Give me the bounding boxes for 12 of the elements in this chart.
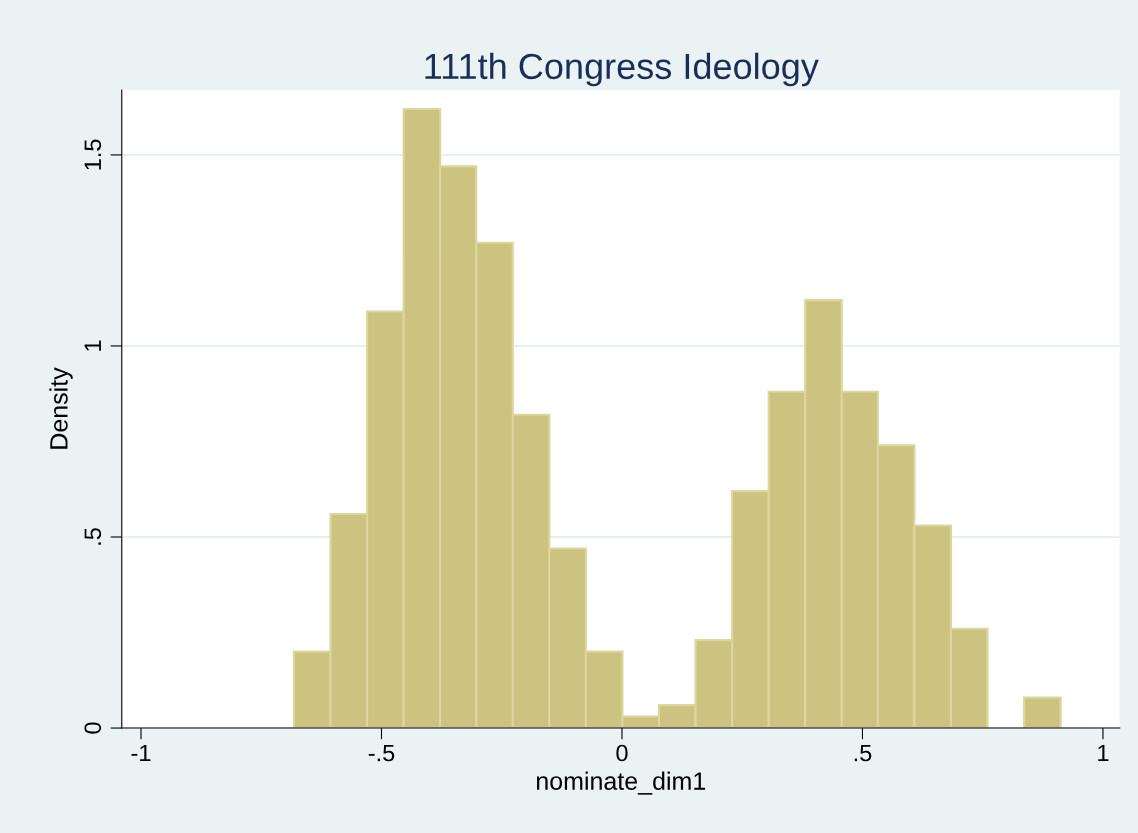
- x-tick-label: -.5: [368, 744, 395, 762]
- y-tick-label: 1: [84, 340, 101, 351]
- y-tick-label: 1.5: [84, 139, 102, 170]
- x-tick-label: 1: [1098, 744, 1109, 762]
- x-axis-title: nominate_dim1: [536, 771, 706, 795]
- x-tick-label: 0: [616, 744, 628, 762]
- chart-title: 111th Congress Ideology: [425, 52, 819, 87]
- x-tick-label: .5: [854, 744, 872, 762]
- y-tick-label: 0: [84, 722, 102, 734]
- y-axis-title: Density: [49, 367, 73, 449]
- y-tick-label: .5: [84, 528, 102, 545]
- x-tick-label: -1: [131, 744, 151, 762]
